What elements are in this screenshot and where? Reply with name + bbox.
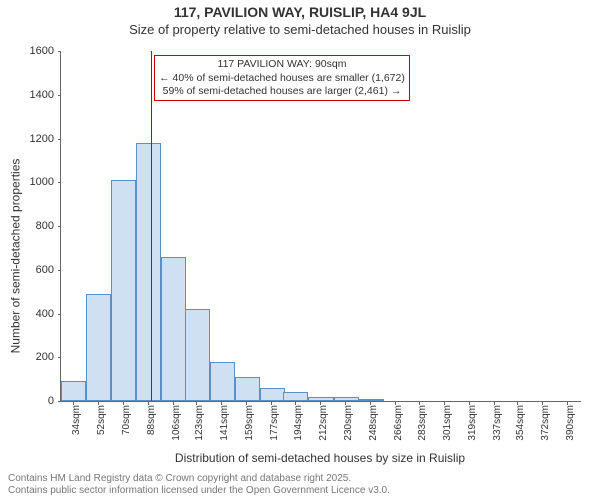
x-tick-label: 194sqm [293,405,304,441]
y-tick-label: 800 [36,220,54,232]
x-tick-label: 319sqm [467,405,478,441]
y-tick-label: 1400 [30,89,54,101]
histogram-bar [235,377,260,401]
y-axis-ticks: 02004006008001000120014001600 [0,51,58,401]
chart-area: Number of semi-detached properties 02004… [0,41,600,471]
x-tick-label: 301sqm [442,405,453,441]
x-tick-label: 390sqm [565,405,576,441]
x-tick-label: 230sqm [343,405,354,441]
x-tick-label: 354sqm [515,405,526,441]
x-tick-label: 141sqm [219,405,230,441]
y-tick-label: 600 [36,264,54,276]
property-marker-line [151,51,152,401]
x-tick-label: 177sqm [269,405,280,441]
x-axis-label: Distribution of semi-detached houses by … [60,451,580,465]
y-tick-label: 1600 [30,45,54,57]
x-tick-label: 106sqm [171,405,182,441]
x-tick-label: 283sqm [417,405,428,441]
y-tick-label: 400 [36,308,54,320]
histogram-bar [161,257,186,401]
footnote-line2: Contains public sector information licen… [8,485,598,497]
footnotes: Contains HM Land Registry data © Crown c… [8,473,598,497]
chart-title-block: 117, PAVILION WAY, RUISLIP, HA4 9JL Size… [0,4,600,37]
histogram-bar [260,388,285,401]
histogram-bar [185,309,210,401]
histogram-bar [136,143,161,401]
plot-area: 117 PAVILION WAY: 90sqm← 40% of semi-det… [60,51,581,402]
footnote-line1: Contains HM Land Registry data © Crown c… [8,473,598,485]
y-tick-label: 1200 [30,133,54,145]
chart-title-line2: Size of property relative to semi-detach… [0,22,600,37]
histogram-bar [111,180,136,401]
chart-title-line1: 117, PAVILION WAY, RUISLIP, HA4 9JL [0,4,600,20]
y-tick-label: 200 [36,351,54,363]
x-tick-label: 123sqm [194,405,205,441]
x-tick-label: 52sqm [96,405,107,435]
x-tick-label: 70sqm [121,405,132,435]
histogram-bar [210,362,235,401]
histogram-bar [61,381,86,401]
x-tick-label: 212sqm [318,405,329,441]
annotation-line: ← 40% of semi-detached houses are smalle… [159,72,405,85]
annotation-line: 117 PAVILION WAY: 90sqm [159,58,405,71]
y-tick-label: 0 [48,395,54,407]
x-tick-label: 372sqm [540,405,551,441]
annotation-box: 117 PAVILION WAY: 90sqm← 40% of semi-det… [154,55,410,100]
x-tick-label: 34sqm [71,405,82,435]
x-tick-label: 337sqm [492,405,503,441]
histogram-bar [283,392,308,401]
histogram-bar [86,294,111,401]
x-tick-label: 159sqm [244,405,255,441]
x-tick-label: 248sqm [368,405,379,441]
x-tick-label: 88sqm [146,405,157,435]
annotation-line: 59% of semi-detached houses are larger (… [159,85,405,98]
x-tick-label: 266sqm [393,405,404,441]
y-tick-label: 1000 [30,176,54,188]
